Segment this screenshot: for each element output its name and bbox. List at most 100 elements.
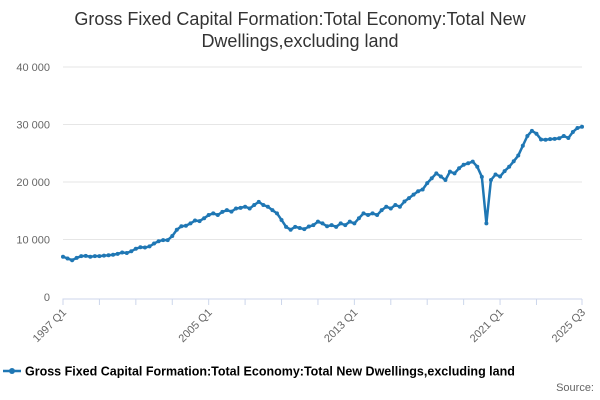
series-point-marker: [174, 227, 179, 232]
series-line: [62, 125, 583, 262]
x-axis-tick-label: 1997 Q1: [31, 307, 69, 345]
series-point-marker: [379, 208, 384, 213]
series-point-marker: [529, 128, 534, 133]
series-point-marker: [443, 177, 448, 182]
legend-label[interactable]: Gross Fixed Capital Formation:Total Econ…: [25, 365, 515, 379]
series-point-marker: [479, 174, 484, 179]
series-point-marker: [124, 251, 129, 256]
series-point-marker: [315, 219, 320, 224]
series-point-marker: [106, 253, 111, 258]
series-point-marker: [252, 203, 257, 207]
series-point-marker: [407, 196, 411, 201]
series-point-marker: [570, 129, 575, 134]
y-axis-tick-label: 30 000: [16, 120, 50, 132]
series-point-marker: [270, 208, 275, 213]
series-point-marker: [402, 199, 407, 204]
series-point-marker: [507, 164, 512, 169]
series-point-marker: [325, 224, 330, 229]
series-point-marker: [361, 211, 366, 216]
x-axis-tick-label: 2025 Q3: [550, 307, 588, 345]
series-point-marker: [397, 204, 402, 209]
series-point-marker: [74, 255, 79, 260]
series-point-marker: [306, 224, 311, 229]
chart-title-line2: Dwellings,excluding land: [201, 31, 398, 51]
series-point-marker: [447, 169, 452, 174]
series-point-marker: [206, 213, 211, 218]
series-point-marker: [311, 223, 316, 228]
series-point-marker: [70, 258, 75, 263]
series-point-marker: [229, 209, 234, 214]
chart-title-line1: Gross Fixed Capital Formation:Total Econ…: [74, 9, 526, 29]
series-point-marker: [293, 224, 298, 229]
series-point-marker: [561, 134, 566, 138]
x-axis-tick-label: 2013 Q1: [322, 307, 360, 345]
series-point-marker: [320, 221, 325, 226]
series-point-marker: [416, 189, 421, 194]
series-point-marker: [197, 219, 202, 224]
series-point-marker: [539, 137, 544, 142]
series-point-marker: [370, 211, 375, 216]
legend-dot-marker-icon: [9, 368, 15, 374]
series-point-marker: [470, 159, 475, 164]
series-point-marker: [366, 213, 371, 218]
y-axis-tick-label: 40 000: [16, 62, 50, 74]
series-point-marker: [133, 246, 138, 251]
series-point-marker: [525, 134, 530, 138]
series-point-marker: [548, 137, 553, 142]
series-point-marker: [356, 216, 361, 221]
series-point-marker: [302, 227, 307, 232]
series-point-marker: [165, 238, 170, 243]
series-point-marker: [420, 187, 425, 192]
series-point-marker: [152, 241, 157, 246]
series-point-marker: [457, 166, 462, 171]
series-point-marker: [156, 239, 161, 244]
plot-area: 0 10 000 20 000 30 000 40 000 1997 Q1 2005 Q1 2…: [16, 62, 588, 345]
series-point-marker: [566, 136, 571, 141]
x-axis-tick-label: 2005 Q1: [176, 307, 214, 345]
series-point-marker: [284, 224, 289, 229]
series-point-marker: [375, 213, 380, 218]
series-point-marker: [170, 234, 175, 239]
series-point-marker: [202, 216, 207, 221]
legend[interactable]: Gross Fixed Capital Formation:Total Econ…: [3, 365, 515, 379]
series-point-marker: [188, 221, 193, 226]
series-point-marker: [384, 204, 389, 209]
series-point-marker: [466, 161, 471, 166]
series-point-marker: [502, 169, 507, 174]
series-point-marker: [498, 174, 503, 179]
series-point-marker: [79, 254, 84, 259]
series-point-marker: [83, 253, 88, 258]
series-point-marker: [352, 221, 357, 226]
series-point-marker: [334, 224, 339, 229]
x-axis-tick-label: 2021 Q1: [468, 307, 506, 345]
series-point-marker: [411, 192, 416, 197]
series-point-marker: [138, 245, 143, 250]
series-point-marker: [220, 209, 225, 214]
series-point-marker: [297, 226, 302, 230]
series-point-marker: [265, 204, 270, 209]
series-point-marker: [429, 176, 434, 181]
series-point-marker: [256, 199, 261, 204]
series-point-marker: [543, 137, 548, 142]
series-point-marker: [329, 223, 334, 228]
series-point-marker: [161, 238, 166, 243]
series-point-marker: [438, 174, 443, 179]
series-point-marker: [61, 254, 65, 259]
series-point-marker: [111, 252, 116, 257]
series-point-marker: [247, 206, 252, 211]
series-point-marker: [193, 218, 198, 223]
series-point-marker: [534, 131, 539, 136]
series-point-marker: [575, 125, 580, 130]
series-point-marker: [461, 162, 466, 167]
y-axis-tick-label: 10 000: [16, 235, 50, 247]
series-point-marker: [393, 203, 398, 207]
series-point-marker: [338, 221, 343, 226]
series-point-marker: [452, 171, 457, 176]
series-point-marker: [224, 208, 229, 213]
series-point-marker: [425, 181, 430, 186]
series-point-marker: [552, 136, 557, 141]
series-point-marker: [101, 253, 106, 258]
series-point-marker: [493, 172, 498, 177]
